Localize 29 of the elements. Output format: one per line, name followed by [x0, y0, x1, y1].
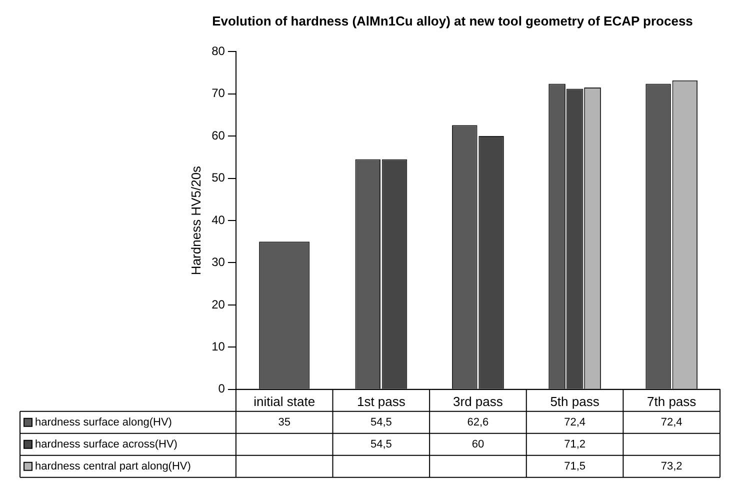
y-tick-label: 10 [212, 339, 226, 354]
data-label: 62,6 [467, 416, 489, 428]
data-label: 72,4 [564, 416, 586, 428]
x-tick-label: 1st pass [356, 394, 406, 409]
data-label: 72,4 [660, 416, 682, 428]
y-tick-label: 0 [218, 382, 226, 396]
y-tick-label: 40 [212, 212, 226, 227]
data-label: 54,5 [370, 438, 392, 450]
x-tick-label: 7th pass [647, 394, 697, 409]
y-tick-label: 20 [212, 297, 226, 312]
chart-title: Evolution of hardness (AlMn1Cu alloy) at new tool geometry of ECAP process [212, 13, 693, 28]
data-label: 71,5 [564, 460, 586, 472]
data-label: 73,2 [660, 460, 682, 472]
y-tick-label: 60 [212, 128, 226, 142]
data-label: 60 [472, 438, 484, 450]
y-tick-label: 30 [212, 255, 226, 270]
data-label: 35 [278, 416, 290, 428]
y-axis-title: Hardness HV5/20s [188, 165, 204, 276]
y-tick-label: 70 [212, 86, 226, 100]
y-tick-label: 50 [212, 170, 226, 185]
y-tick-label: 80 [212, 44, 226, 58]
x-tick-label: 5th pass [550, 394, 600, 409]
data-label: 54,5 [370, 416, 392, 428]
x-tick-label: 3rd pass [453, 394, 504, 409]
legend-label: hardness surface across(HV) [35, 438, 178, 450]
legend-label: hardness surface along(HV) [35, 416, 172, 428]
data-label: 71,2 [564, 438, 586, 450]
legend-label: hardness central part along(HV) [35, 460, 191, 472]
x-tick-label: initial state [254, 394, 316, 409]
